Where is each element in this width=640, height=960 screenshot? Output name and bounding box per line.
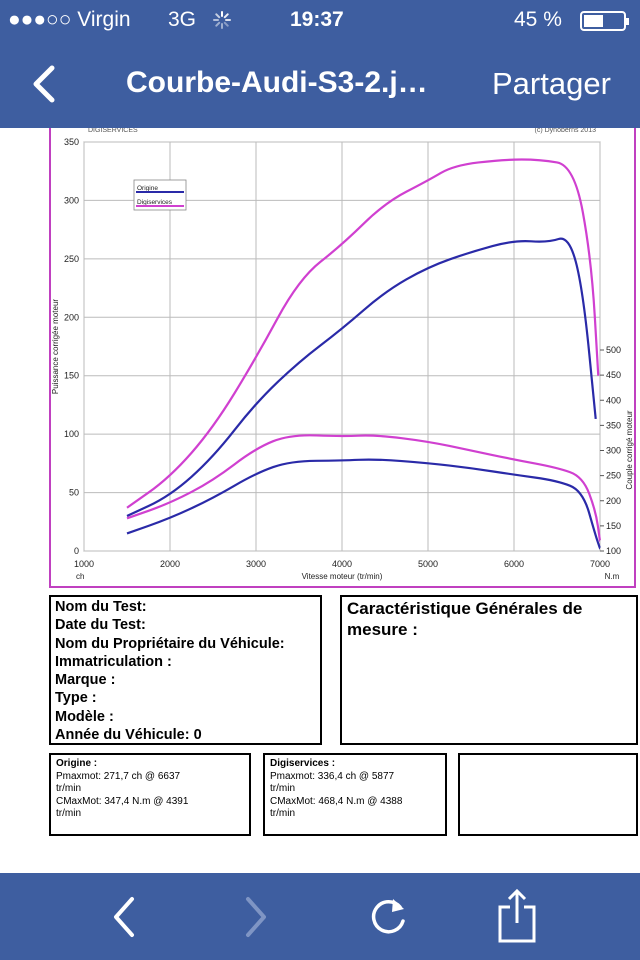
test-info-box — [49, 595, 322, 745]
y-tick-label-left: 300 — [64, 195, 79, 205]
y-tick-label-left: 200 — [64, 312, 79, 322]
digiservices-title: Digiservices : — [270, 758, 336, 769]
info-line: Nom du Propriétaire du Véhicule: — [55, 635, 285, 652]
clock: 19:37 — [290, 8, 344, 31]
page-title: Courbe-Audi-S3-2.j… — [126, 66, 428, 99]
bottom-toolbar — [0, 873, 640, 960]
back-chevron-icon[interactable] — [30, 64, 62, 104]
reload-icon[interactable] — [366, 893, 410, 939]
legend-label: Origine — [137, 185, 158, 192]
battery-percent: 45 % — [514, 8, 562, 31]
empty-results-box — [458, 753, 638, 836]
y-tick-label-right: 200 — [606, 496, 621, 506]
y-tick-label-right: 300 — [606, 446, 621, 456]
y-tick-label-right: 150 — [606, 521, 621, 531]
series-line-digiservices-right — [126, 434, 602, 542]
x-tick-label: 2000 — [160, 559, 180, 569]
info-line: Année du Véhicule: 0 — [55, 727, 202, 744]
activity-spinner-icon — [213, 11, 231, 29]
y-tick-label-left: 100 — [64, 429, 79, 439]
x-tick-label: 7000 — [590, 559, 610, 569]
test-info-lines: Nom du Test: Date du Test: Nom du Propri… — [55, 598, 285, 744]
info-line: Type : — [55, 690, 97, 707]
digiservices-cmax-unit: tr/min — [270, 808, 295, 819]
origine-pmax-unit: tr/min — [56, 783, 81, 794]
origine-results-box: Origine : Pmaxmot: 271,7 ch @ 6637 tr/mi… — [49, 753, 251, 836]
y-tick-label-left: 350 — [64, 137, 79, 147]
y-axis-label-right: Couple corrigé moteur — [625, 410, 634, 489]
forward-arrow-icon[interactable] — [238, 895, 272, 939]
y-tick-label-right: 450 — [606, 370, 621, 380]
series-line-origine-right — [126, 458, 602, 549]
legend-label: Digiservices — [137, 199, 173, 206]
y-tick-label-right: 500 — [606, 345, 621, 355]
document-view[interactable]: DIGISERVICES (c) Dynoberns 2013 1000 2000 30… — [0, 128, 640, 873]
y-tick-label-right: 250 — [606, 471, 621, 481]
digiservices-cmax: CMaxMot: 468,4 N.m @ 4388 — [270, 795, 403, 807]
x-unit-left: ch — [76, 572, 84, 581]
x-tick-label: 1000 — [74, 559, 94, 569]
chart-header-right: (c) Dynoberns 2013 — [535, 128, 597, 134]
series-line-origine-left — [126, 237, 597, 517]
x-unit-right: N.m — [605, 572, 620, 581]
x-tick-label: 6000 — [504, 559, 524, 569]
series-line-digiservices-left — [126, 158, 600, 509]
origine-cmax-unit: tr/min — [56, 808, 81, 819]
digiservices-pmax: Pmaxmot: 336,4 ch @ 5877 — [270, 770, 395, 782]
characteristics-title: Caractéristique Générales de mesure : — [347, 599, 583, 639]
digiservices-results-box: Digiservices : Pmaxmot: 336,4 ch @ 5877 … — [263, 753, 447, 836]
battery-icon — [580, 11, 629, 31]
info-line: Nom du Test: — [55, 599, 147, 615]
x-tick-label: 4000 — [332, 559, 352, 569]
navigation-bar: Courbe-Audi-S3-2.j… Partager — [0, 40, 640, 128]
info-line: Marque : — [55, 672, 116, 689]
network-label: 3G — [168, 8, 197, 31]
y-tick-label-right: 100 — [606, 546, 621, 556]
characteristics-box — [340, 595, 638, 745]
origine-pmax: Pmaxmot: 271,7 ch @ 6637 — [56, 770, 181, 782]
digiservices-pmax-unit: tr/min — [270, 783, 295, 794]
x-axis-label: Vitesse moteur (tr/min) — [302, 572, 383, 581]
share-icon[interactable] — [496, 887, 540, 945]
y-tick-label-right: 400 — [606, 395, 621, 405]
status-bar: ●●●○○ Virgin 3G 19:37 45 % — [0, 0, 640, 40]
x-tick-label: 3000 — [246, 559, 266, 569]
share-button[interactable]: Partager — [492, 66, 611, 101]
carrier-label: ●●●○○ Virgin — [8, 8, 131, 31]
y-tick-label-left: 50 — [69, 488, 79, 498]
info-line: Modèle : — [55, 708, 114, 725]
info-line: Date du Test: — [55, 617, 146, 634]
y-tick-label-left: 250 — [64, 254, 79, 264]
origine-cmax: CMaxMot: 347,4 N.m @ 4391 — [56, 795, 189, 807]
y-axis-label-left: Puissance corrigée moteur — [51, 299, 60, 394]
chart-frame — [49, 128, 636, 588]
origine-title: Origine : — [56, 758, 98, 769]
info-line: Immatriculation : — [55, 653, 172, 670]
y-tick-label-right: 350 — [606, 420, 621, 430]
chart-header-left: DIGISERVICES — [88, 128, 138, 134]
back-arrow-icon[interactable] — [108, 895, 142, 939]
y-tick-label-left: 0 — [74, 546, 79, 556]
x-tick-label: 5000 — [418, 559, 438, 569]
y-tick-label-left: 150 — [64, 371, 79, 381]
